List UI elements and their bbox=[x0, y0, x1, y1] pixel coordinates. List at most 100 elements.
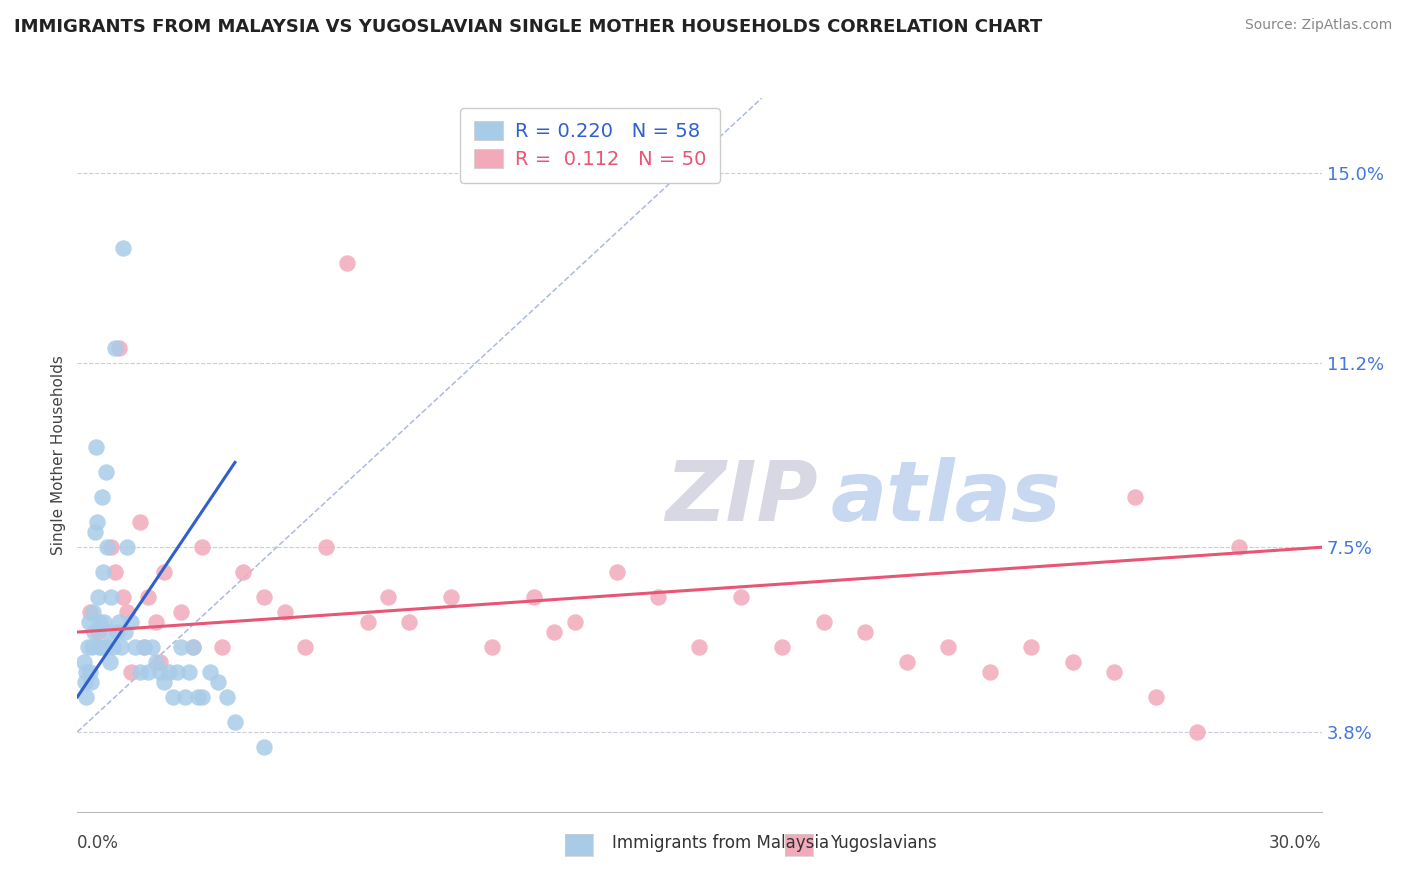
Point bbox=[79, 605, 101, 619]
Point bbox=[83, 525, 105, 540]
Point bbox=[77, 615, 100, 629]
Point bbox=[93, 615, 115, 629]
Point bbox=[979, 665, 1001, 679]
Text: atlas: atlas bbox=[830, 458, 1060, 538]
Point bbox=[128, 665, 150, 679]
Point bbox=[211, 640, 233, 654]
Point bbox=[80, 640, 103, 654]
Point bbox=[183, 640, 205, 654]
Point bbox=[84, 441, 107, 455]
Point bbox=[101, 640, 124, 654]
Point bbox=[98, 655, 121, 669]
Point bbox=[124, 640, 146, 654]
Point bbox=[91, 491, 114, 505]
Point bbox=[187, 690, 209, 704]
Point bbox=[145, 655, 167, 669]
Point bbox=[104, 565, 127, 579]
Point bbox=[647, 590, 669, 604]
Point bbox=[357, 615, 380, 629]
Point bbox=[149, 655, 172, 669]
Point bbox=[1104, 665, 1126, 679]
Point bbox=[1144, 690, 1167, 704]
Point bbox=[136, 665, 159, 679]
Point bbox=[813, 615, 835, 629]
Point bbox=[110, 640, 132, 654]
Point bbox=[79, 675, 101, 690]
Point bbox=[855, 625, 877, 640]
Point bbox=[114, 625, 136, 640]
Point bbox=[481, 640, 503, 654]
Point bbox=[87, 590, 110, 604]
Point bbox=[108, 341, 129, 355]
Point bbox=[72, 655, 94, 669]
Point bbox=[1187, 724, 1209, 739]
Point bbox=[96, 640, 118, 654]
Point bbox=[523, 590, 546, 604]
Point bbox=[97, 625, 120, 640]
Point bbox=[91, 565, 114, 579]
Point bbox=[149, 665, 172, 679]
Point bbox=[294, 640, 316, 654]
Point bbox=[136, 590, 159, 604]
Y-axis label: Single Mother Households: Single Mother Households bbox=[51, 355, 66, 555]
Point bbox=[336, 256, 359, 270]
Point bbox=[896, 655, 918, 669]
Point bbox=[157, 665, 180, 679]
Point bbox=[253, 590, 276, 604]
Point bbox=[564, 615, 586, 629]
Point bbox=[94, 640, 117, 654]
Point bbox=[73, 675, 96, 690]
Point bbox=[689, 640, 711, 654]
Point bbox=[87, 625, 110, 640]
Point bbox=[207, 675, 229, 690]
Point bbox=[111, 241, 134, 255]
Point bbox=[772, 640, 794, 654]
Point bbox=[1123, 491, 1146, 505]
Point bbox=[90, 640, 112, 654]
Point bbox=[108, 615, 129, 629]
Point bbox=[76, 640, 98, 654]
Point bbox=[120, 665, 142, 679]
Point bbox=[1227, 540, 1250, 554]
Point bbox=[128, 516, 150, 530]
Point bbox=[104, 341, 127, 355]
Point bbox=[198, 665, 221, 679]
Point bbox=[141, 640, 163, 654]
Text: Source: ZipAtlas.com: Source: ZipAtlas.com bbox=[1244, 18, 1392, 32]
Text: ZIP: ZIP bbox=[665, 458, 818, 538]
Point bbox=[105, 625, 128, 640]
Text: 0.0%: 0.0% bbox=[77, 834, 120, 852]
Text: Yugoslavians: Yugoslavians bbox=[830, 834, 936, 852]
Point bbox=[115, 605, 138, 619]
Point bbox=[79, 665, 101, 679]
Point bbox=[120, 615, 142, 629]
Point bbox=[111, 590, 134, 604]
Point bbox=[183, 640, 205, 654]
Point bbox=[87, 640, 110, 654]
Point bbox=[115, 540, 138, 554]
Point bbox=[96, 466, 118, 480]
Text: 30.0%: 30.0% bbox=[1270, 834, 1322, 852]
Point bbox=[145, 615, 167, 629]
Point bbox=[232, 565, 254, 579]
Point bbox=[1062, 655, 1084, 669]
Point bbox=[315, 540, 337, 554]
Point bbox=[1021, 640, 1043, 654]
Point bbox=[179, 665, 201, 679]
Point bbox=[82, 605, 104, 619]
Text: IMMIGRANTS FROM MALAYSIA VS YUGOSLAVIAN SINGLE MOTHER HOUSEHOLDS CORRELATION CHA: IMMIGRANTS FROM MALAYSIA VS YUGOSLAVIAN … bbox=[14, 18, 1042, 36]
Point bbox=[153, 565, 176, 579]
Point bbox=[274, 605, 297, 619]
Point bbox=[166, 665, 188, 679]
Point bbox=[191, 690, 214, 704]
Point bbox=[224, 714, 246, 729]
Point bbox=[170, 605, 193, 619]
Point bbox=[100, 590, 122, 604]
Point bbox=[398, 615, 420, 629]
Point bbox=[191, 540, 214, 554]
Point bbox=[543, 625, 565, 640]
Point bbox=[174, 690, 197, 704]
Point bbox=[89, 615, 111, 629]
Point bbox=[132, 640, 155, 654]
Point bbox=[132, 640, 155, 654]
